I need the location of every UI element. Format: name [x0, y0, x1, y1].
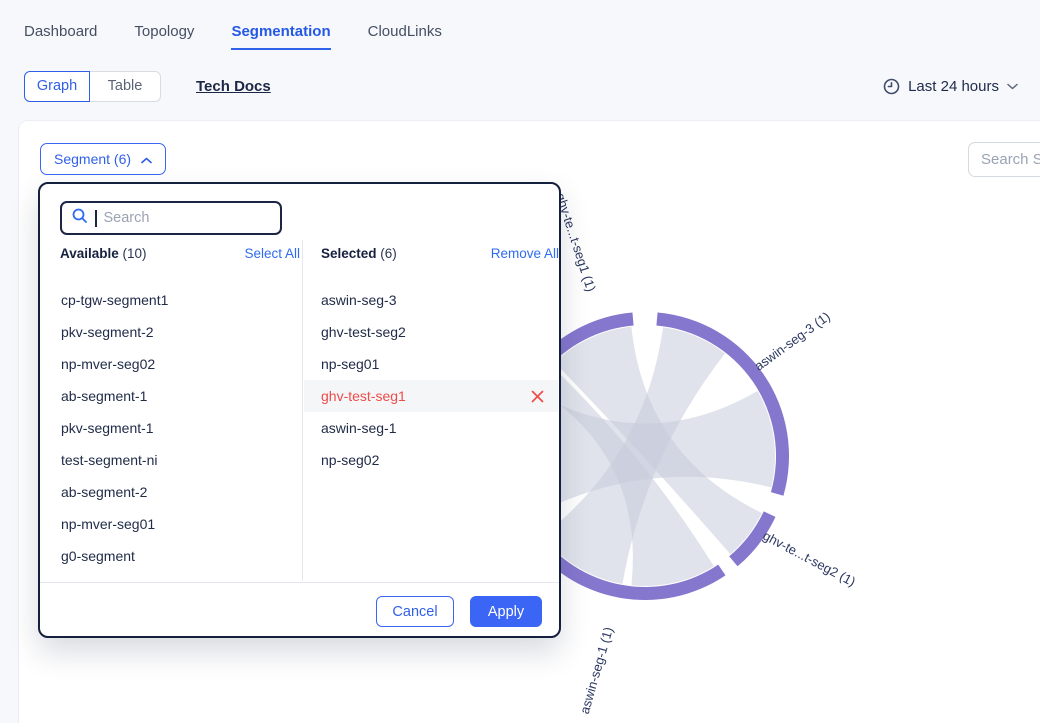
- list-item[interactable]: np-mver-seg01: [61, 516, 156, 532]
- cancel-button[interactable]: Cancel: [376, 596, 454, 627]
- available-count: (10): [122, 246, 147, 261]
- remove-all-link[interactable]: Remove All: [490, 246, 559, 261]
- time-range-label: Last 24 hours: [908, 77, 999, 95]
- segment-filter-button[interactable]: Segment (6): [40, 143, 167, 175]
- time-range-selector[interactable]: Last 24 hours: [883, 78, 1018, 95]
- nav-item-cloudlinks[interactable]: CloudLinks: [367, 22, 442, 40]
- remove-icon[interactable]: [531, 390, 544, 403]
- select-all-link[interactable]: Select All: [244, 246, 300, 261]
- selected-count: (6): [380, 246, 397, 261]
- list-item[interactable]: ghv-test-seg2: [321, 324, 406, 340]
- panel-search-input[interactable]: [103, 210, 270, 226]
- clock-icon: [883, 78, 900, 95]
- graph-view-button[interactable]: Graph: [24, 70, 90, 102]
- list-item[interactable]: pkv-segment-1: [61, 420, 154, 436]
- panel-footer: Cancel Apply: [376, 596, 542, 627]
- chevron-down-icon: [1007, 83, 1018, 90]
- graph-search-box: [968, 142, 1040, 177]
- tech-docs-link[interactable]: Tech Docs: [196, 77, 271, 95]
- nav-item-segmentation[interactable]: Segmentation: [231, 23, 331, 50]
- list-item[interactable]: pkv-segment-2: [61, 324, 154, 340]
- selected-header: Selected (6) Remove All: [321, 246, 559, 261]
- list-item[interactable]: cp-tgw-segment1: [61, 292, 169, 308]
- list-item[interactable]: test-segment-ni: [61, 452, 158, 468]
- selected-list: aswin-seg-3 ghv-test-seg2 np-seg01 ghv-t…: [304, 284, 558, 476]
- selected-title: Selected: [321, 246, 377, 261]
- segment-filter-panel: Available (10) Select All Selected (6) R…: [38, 182, 561, 638]
- toolbar: Graph Table Tech Docs Last 24 hours: [24, 70, 1018, 102]
- list-item[interactable]: ab-segment-1: [61, 388, 148, 404]
- available-title: Available: [60, 246, 119, 261]
- available-list: cp-tgw-segment1 pkv-segment-2 np-mver-se…: [60, 284, 298, 572]
- graph-search-input[interactable]: [981, 151, 1040, 168]
- list-item[interactable]: ab-segment-2: [61, 484, 148, 500]
- top-nav: Dashboard Topology Segmentation CloudLin…: [0, 0, 1040, 62]
- list-item[interactable]: aswin-seg-3: [321, 292, 397, 308]
- list-item-pending-removal[interactable]: ghv-test-seg1: [304, 380, 558, 412]
- list-item[interactable]: np-seg02: [321, 452, 380, 468]
- chevron-up-icon: [141, 151, 152, 167]
- nav-item-topology[interactable]: Topology: [134, 22, 195, 40]
- segment-filter-label: Segment (6): [54, 151, 132, 167]
- view-toggle: Graph Table: [24, 70, 161, 102]
- table-view-button[interactable]: Table: [90, 70, 161, 102]
- text-cursor: [95, 209, 97, 227]
- list-item[interactable]: np-seg01: [321, 356, 380, 372]
- list-item-label: ghv-test-seg1: [321, 388, 406, 404]
- list-item[interactable]: g0-segment: [61, 548, 135, 564]
- apply-button[interactable]: Apply: [470, 596, 542, 627]
- column-divider: [302, 240, 303, 581]
- list-item[interactable]: np-mver-seg02: [61, 356, 156, 372]
- available-header: Available (10) Select All: [60, 246, 300, 261]
- list-item[interactable]: aswin-seg-1: [321, 420, 397, 436]
- panel-search-box: [60, 201, 282, 235]
- search-icon: [72, 208, 88, 229]
- nav-item-dashboard[interactable]: Dashboard: [24, 22, 98, 40]
- footer-divider: [40, 582, 559, 583]
